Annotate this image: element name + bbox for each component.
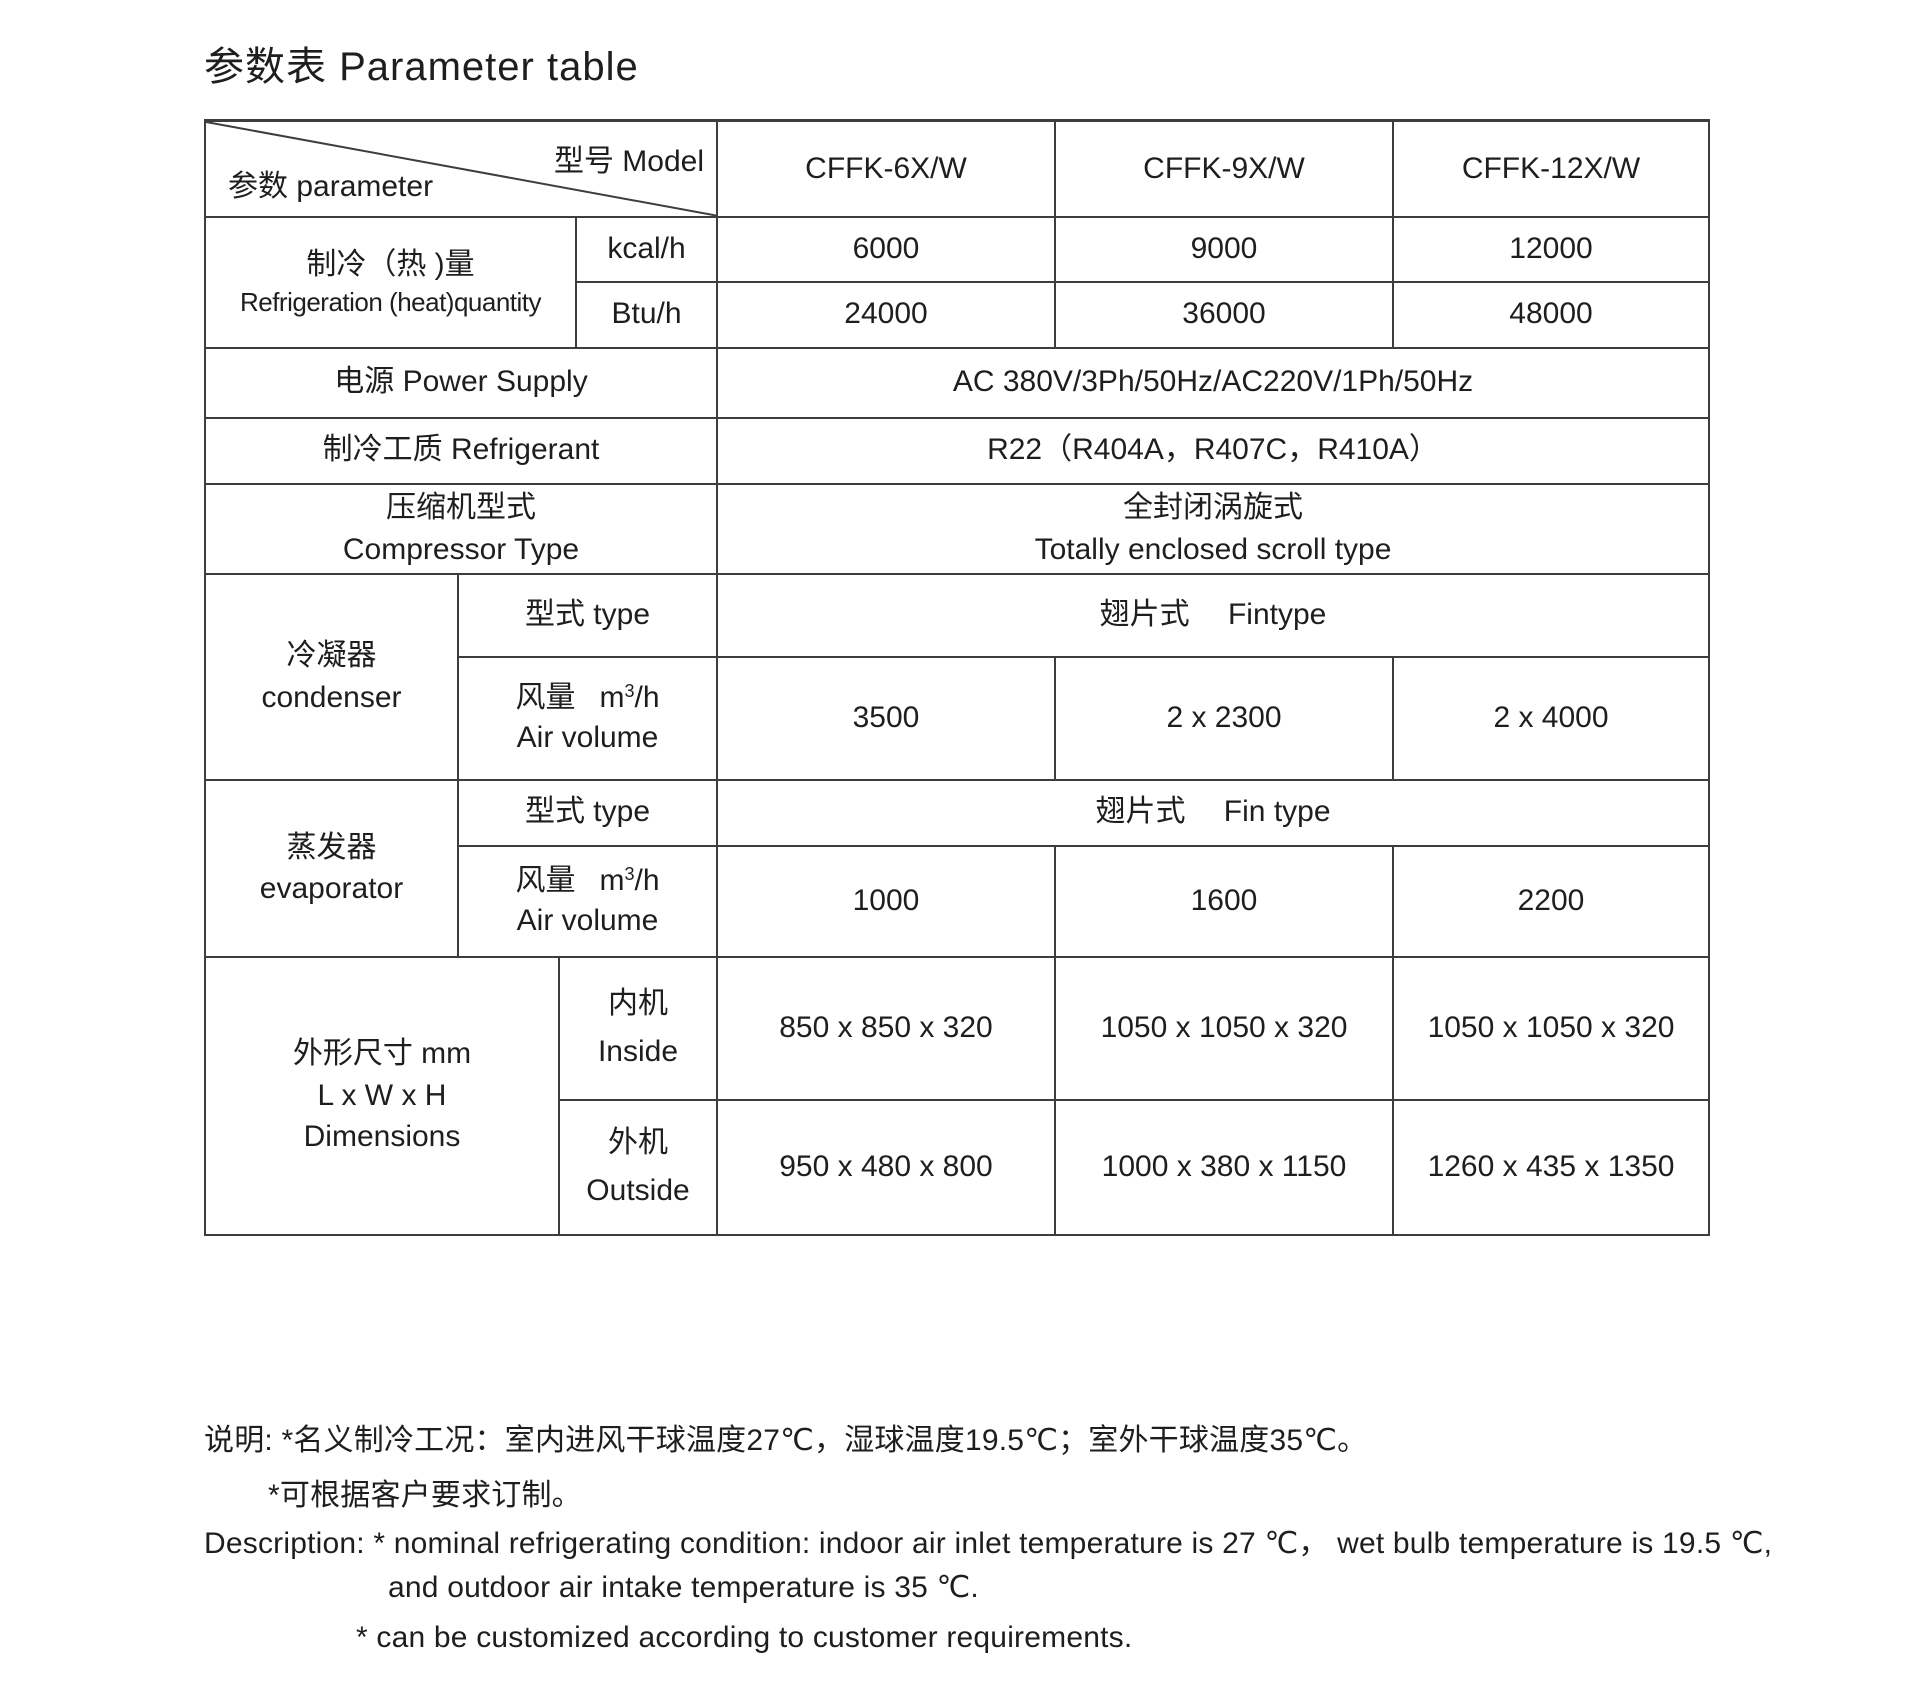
model-header-cffk-9xw: CFFK-9X/W — [1054, 119, 1394, 218]
condenser-label-en: condenser — [261, 680, 402, 714]
header-row: 型号 Model 参数 parameter CFFK-6X/W CFFK-9X/… — [204, 119, 1710, 218]
page-title: 参数表 Parameter table — [204, 45, 639, 89]
condenser-airflow-label-en: Air volume — [516, 721, 659, 754]
outside-label-cell: 外机 Outside — [558, 1098, 718, 1236]
note-cn-line2: *可根据客户要求订制。 — [268, 1479, 582, 1512]
compressor-value-en: Totally enclosed scroll type — [1034, 532, 1392, 566]
evaporator-airflow-label-cell: 风量 m3/h Air volume — [457, 844, 718, 958]
condenser-type-row: 冷凝器 condenser 型式 type 翅片式 Fintype — [204, 572, 1710, 781]
power-supply-row: 电源 Power Supply AC 380V/3Ph/50Hz/AC220V/… — [204, 346, 1710, 419]
btu-value-6xw: 24000 — [716, 280, 1056, 349]
refrigeration-kcal-row: 制冷（热 )量 Refrigeration (heat)quantity kca… — [204, 215, 1710, 349]
note-cn-line1: 说明: *名义制冷工况：室内进风干球温度27℃，湿球温度19.5℃；室外干球温度… — [204, 1424, 1368, 1457]
btu-value-9xw: 36000 — [1054, 280, 1394, 349]
kcal-value-12xw: 12000 — [1392, 215, 1710, 283]
refrigeration-btu-row: Btu/h 24000 36000 48000 — [205, 280, 1710, 349]
dimensions-label-line3: Dimensions — [303, 1120, 461, 1154]
airflow-unit-sup: 3 — [624, 680, 635, 701]
note-en-line2: and outdoor air intake temperature is 35… — [388, 1571, 979, 1604]
compressor-row: 压缩机型式 Compressor Type 全封闭涡旋式 Totally enc… — [204, 482, 1710, 575]
evaporator-airflow-row: 风量 m3/h Air volume 1000 1600 2200 — [205, 844, 1710, 958]
kcal-value-6xw: 6000 — [716, 215, 1056, 283]
refrigerant-label: 制冷工质 Refrigerant — [204, 416, 718, 485]
kcal-value-9xw: 9000 — [1054, 215, 1394, 283]
condenser-label-cn: 冷凝器 — [286, 639, 377, 673]
model-header-cffk-12xw: CFFK-12X/W — [1392, 119, 1710, 218]
airflow-unit-base: m — [599, 680, 625, 714]
outside-dims-12xw: 1260 x 435 x 1350 — [1392, 1098, 1710, 1236]
evaporator-airflow-6xw: 1000 — [716, 844, 1056, 958]
evaporator-airflow-label-en: Air volume — [516, 904, 659, 937]
evaporator-label-en: evaporator — [259, 872, 404, 905]
outside-label-en: Outside — [586, 1174, 690, 1207]
evaporator-label-cn: 蒸发器 — [286, 830, 377, 864]
parameter-table: 型号 Model 参数 parameter CFFK-6X/W CFFK-9X/… — [204, 119, 1710, 1236]
outside-dims-9xw: 1000 x 380 x 1150 — [1054, 1098, 1394, 1236]
evaporator-airflow-label-cn: 风量 — [515, 863, 576, 897]
inside-label-en: Inside — [597, 1035, 679, 1068]
evaporator-type-label: 型式 type — [457, 778, 718, 847]
condenser-label-cell: 冷凝器 condenser — [204, 572, 459, 781]
refrigeration-label-cell: 制冷（热 )量 Refrigeration (heat)quantity — [204, 215, 577, 349]
power-supply-value: AC 380V/3Ph/50Hz/AC220V/1Ph/50Hz — [716, 346, 1710, 419]
compressor-value-cn: 全封闭涡旋式 — [1123, 491, 1303, 525]
dimensions-inside-row: 外形尺寸 mm L x W x H Dimensions 内机 Inside 8… — [204, 955, 1710, 1236]
note-en-line3: * can be customized according to custome… — [356, 1621, 1133, 1654]
dimensions-label-line1: 外形尺寸 mm — [292, 1037, 472, 1071]
condenser-airflow-9xw: 2 x 2300 — [1054, 655, 1394, 781]
refrigerant-row: 制冷工质 Refrigerant R22（R404A，R407C，R410A） — [204, 416, 1710, 485]
unit-kcal: kcal/h — [575, 215, 718, 283]
condenser-type-label: 型式 type — [457, 572, 718, 658]
inside-dims-12xw: 1050 x 1050 x 320 — [1392, 955, 1710, 1101]
unit-btu: Btu/h — [575, 280, 718, 349]
airflow-unit-suffix: /h — [634, 680, 660, 714]
compressor-value-cell: 全封闭涡旋式 Totally enclosed scroll type — [716, 482, 1710, 575]
compressor-label-cell: 压缩机型式 Compressor Type — [204, 482, 718, 575]
condenser-type-value: 翅片式 Fintype — [716, 572, 1710, 658]
dimensions-label-line2: L x W x H — [317, 1078, 447, 1112]
dimensions-outside-row: 外机 Outside 950 x 480 x 800 1000 x 380 x … — [205, 1098, 1710, 1236]
condenser-airflow-row: 风量 m3/h Air volume 3500 2 x 2300 2 x 4000 — [205, 655, 1710, 781]
note-en-line1: Description: * nominal refrigerating con… — [204, 1527, 1773, 1560]
evaporator-type-row: 蒸发器 evaporator 型式 type 翅片式 Fin type — [204, 778, 1710, 958]
inside-label-cell: 内机 Inside — [558, 955, 718, 1101]
condenser-airflow-label-cn: 风量 — [515, 680, 576, 714]
compressor-label-en: Compressor Type — [342, 532, 580, 566]
inside-label-cn: 内机 — [608, 987, 668, 1020]
compressor-label-cn: 压缩机型式 — [386, 491, 536, 525]
evaporator-label-cell: 蒸发器 evaporator — [204, 778, 459, 958]
condenser-airflow-label-cell: 风量 m3/h Air volume — [457, 655, 718, 781]
condenser-airflow-12xw: 2 x 4000 — [1392, 655, 1710, 781]
inside-dims-9xw: 1050 x 1050 x 320 — [1054, 955, 1394, 1101]
refrigeration-label-en: Refrigeration (heat)quantity — [239, 287, 542, 318]
evaporator-airflow-12xw: 2200 — [1392, 844, 1710, 958]
model-header-cffk-6xw: CFFK-6X/W — [716, 119, 1056, 218]
refrigerant-value: R22（R404A，R407C，R410A） — [716, 416, 1710, 485]
condenser-airflow-6xw: 3500 — [716, 655, 1056, 781]
power-supply-label: 电源 Power Supply — [204, 346, 718, 419]
outside-dims-6xw: 950 x 480 x 800 — [716, 1098, 1056, 1236]
dimensions-label-cell: 外形尺寸 mm L x W x H Dimensions — [204, 955, 560, 1236]
inside-dims-6xw: 850 x 850 x 320 — [716, 955, 1056, 1101]
airflow-unit-sup: 3 — [624, 863, 635, 884]
model-axis-label: 型号 Model — [553, 145, 704, 178]
header-diagonal-cell: 型号 Model 参数 parameter — [204, 119, 718, 218]
airflow-unit-base: m — [599, 863, 625, 897]
diagonal-divider-line — [207, 122, 715, 215]
evaporator-airflow-9xw: 1600 — [1054, 844, 1394, 958]
airflow-unit-suffix: /h — [634, 863, 660, 897]
evaporator-airflow-label-line1: 风量 m3/h — [460, 861, 715, 902]
evaporator-type-value: 翅片式 Fin type — [716, 778, 1710, 847]
btu-value-12xw: 48000 — [1392, 280, 1710, 349]
outside-label-cn: 外机 — [608, 1126, 668, 1159]
refrigeration-label-cn: 制冷（热 )量 — [306, 247, 475, 281]
parameter-axis-label: 参数 parameter — [228, 170, 434, 203]
condenser-airflow-label-line1: 风量 m3/h — [460, 678, 715, 719]
